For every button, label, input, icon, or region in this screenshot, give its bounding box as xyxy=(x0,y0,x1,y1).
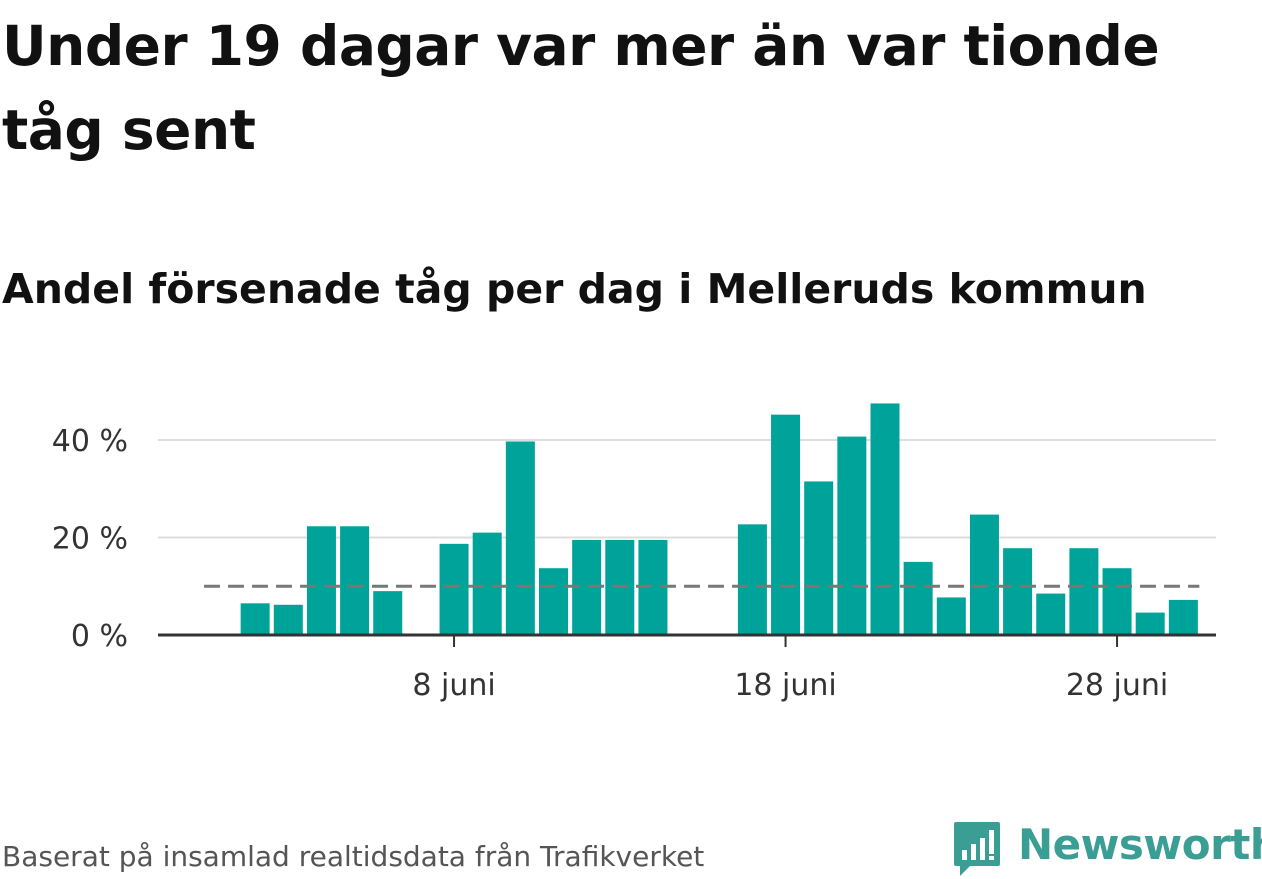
bar xyxy=(1069,548,1099,635)
bar-chart: 0 % 20 % 40 % 8 juni 18 juni 28 juni xyxy=(52,403,1216,703)
bar xyxy=(1036,593,1066,635)
bar xyxy=(472,532,502,635)
bar xyxy=(340,526,370,635)
bar xyxy=(1003,548,1033,635)
brand-logo: Newsworthy xyxy=(950,818,1262,878)
bar xyxy=(903,561,933,635)
y-tick-label: 0 % xyxy=(71,619,128,654)
bar xyxy=(439,543,469,635)
bar xyxy=(539,568,568,635)
x-tick-label: 8 juni xyxy=(412,668,495,703)
axes: 0 % 20 % 40 % 8 juni 18 juni 28 juni xyxy=(52,424,1216,703)
source-note: Baserat på insamlad realtidsdata från Tr… xyxy=(2,840,705,873)
y-tick-label: 20 % xyxy=(52,522,128,557)
brand-name: Newsworthy xyxy=(1018,820,1262,869)
bar xyxy=(969,514,999,635)
bar xyxy=(737,524,767,635)
bars xyxy=(240,403,1198,635)
chart-headline: Under 19 dagar var mer än var tionde tåg… xyxy=(2,14,1160,162)
bar xyxy=(505,441,535,635)
bar xyxy=(240,603,270,635)
bar xyxy=(273,604,303,635)
bar xyxy=(1102,568,1132,635)
bar xyxy=(771,414,801,635)
bar xyxy=(870,403,900,635)
y-tick-label: 40 % xyxy=(52,424,128,459)
newsworthy-logo-icon xyxy=(954,822,1000,876)
gridlines xyxy=(158,439,1216,539)
bar xyxy=(837,436,867,635)
bar xyxy=(306,526,336,635)
bar xyxy=(1135,612,1165,635)
bar xyxy=(1168,599,1198,635)
bar xyxy=(373,591,403,635)
bar xyxy=(936,597,966,635)
x-tick-label: 18 juni xyxy=(734,668,836,703)
chart-subtitle: Andel försenade tåg per dag i Melleruds … xyxy=(2,265,1147,313)
x-tick-label: 28 juni xyxy=(1066,668,1168,703)
bar xyxy=(804,481,834,635)
